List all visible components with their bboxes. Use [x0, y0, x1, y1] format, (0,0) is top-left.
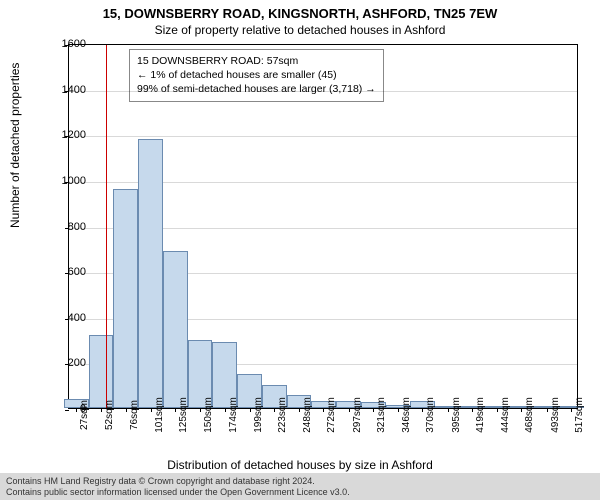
- y-tick-label: 1000: [40, 175, 86, 187]
- x-tick-mark: [126, 408, 127, 412]
- x-tick-label: 248sqm: [302, 397, 313, 433]
- x-tick-mark: [225, 408, 226, 412]
- x-tick-mark: [274, 408, 275, 412]
- x-tick-mark: [422, 408, 423, 412]
- x-tick-label: 27sqm: [79, 400, 90, 430]
- chart-title-main: 15, DOWNSBERRY ROAD, KINGSNORTH, ASHFORD…: [0, 0, 600, 21]
- y-tick-label: 200: [40, 357, 86, 369]
- annotation-line3: 99% of semi-detached houses are larger (…: [137, 82, 376, 96]
- x-tick-mark: [200, 408, 201, 412]
- chart-container: 15, DOWNSBERRY ROAD, KINGSNORTH, ASHFORD…: [0, 0, 600, 500]
- x-axis-label: Distribution of detached houses by size …: [0, 458, 600, 472]
- y-tick-label: 800: [40, 221, 86, 233]
- annotation-line1: 15 DOWNSBERRY ROAD: 57sqm: [137, 54, 376, 68]
- x-tick-mark: [547, 408, 548, 412]
- x-tick-mark: [472, 408, 473, 412]
- x-tick-label: 199sqm: [253, 397, 264, 433]
- x-tick-mark: [448, 408, 449, 412]
- x-tick-mark: [521, 408, 522, 412]
- x-tick-label: 297sqm: [352, 397, 363, 433]
- x-tick-mark: [175, 408, 176, 412]
- x-tick-mark: [299, 408, 300, 412]
- x-tick-label: 517sqm: [574, 397, 585, 433]
- histogram-bar: [163, 251, 188, 408]
- y-tick-label: 1200: [40, 129, 86, 141]
- histogram-bar: [113, 189, 138, 408]
- x-tick-label: 419sqm: [475, 397, 486, 433]
- footer-attribution: Contains HM Land Registry data © Crown c…: [0, 473, 600, 500]
- grid-line: [69, 136, 577, 137]
- x-tick-label: 493sqm: [550, 397, 561, 433]
- x-tick-label: 346sqm: [401, 397, 412, 433]
- x-tick-label: 150sqm: [203, 397, 214, 433]
- x-tick-mark: [571, 408, 572, 412]
- histogram-bar: [89, 335, 114, 408]
- x-tick-label: 370sqm: [425, 397, 436, 433]
- x-tick-label: 395sqm: [451, 397, 462, 433]
- x-tick-mark: [398, 408, 399, 412]
- x-tick-mark: [373, 408, 374, 412]
- grid-line: [69, 91, 577, 92]
- y-axis-label: Number of detached properties: [8, 63, 22, 228]
- x-tick-mark: [151, 408, 152, 412]
- reference-line: [106, 45, 107, 408]
- x-tick-label: 468sqm: [524, 397, 535, 433]
- x-tick-mark: [349, 408, 350, 412]
- x-tick-label: 174sqm: [228, 397, 239, 433]
- x-tick-label: 272sqm: [326, 397, 337, 433]
- footer-line2: Contains public sector information licen…: [6, 487, 594, 497]
- y-tick-label: 600: [40, 266, 86, 278]
- x-tick-label: 76sqm: [129, 400, 140, 430]
- chart-area: 15 DOWNSBERRY ROAD: 57sqm ← 1% of detach…: [68, 44, 578, 409]
- chart-title-sub: Size of property relative to detached ho…: [0, 21, 600, 37]
- annotation-box: 15 DOWNSBERRY ROAD: 57sqm ← 1% of detach…: [129, 49, 384, 102]
- x-tick-mark: [250, 408, 251, 412]
- y-tick-label: 1400: [40, 84, 86, 96]
- x-tick-label: 125sqm: [178, 397, 189, 433]
- x-tick-label: 52sqm: [104, 400, 115, 430]
- y-tick-label: 1600: [40, 38, 86, 50]
- annotation-line2: ← 1% of detached houses are smaller (45): [137, 68, 376, 82]
- footer-line1: Contains HM Land Registry data © Crown c…: [6, 476, 594, 486]
- x-tick-label: 101sqm: [154, 397, 165, 433]
- x-tick-mark: [323, 408, 324, 412]
- x-tick-mark: [497, 408, 498, 412]
- y-tick-label: 400: [40, 312, 86, 324]
- x-tick-label: 321sqm: [376, 397, 387, 433]
- histogram-bar: [138, 139, 163, 408]
- x-tick-label: 223sqm: [277, 397, 288, 433]
- plot-region: 15 DOWNSBERRY ROAD: 57sqm ← 1% of detach…: [68, 44, 578, 409]
- x-tick-label: 444sqm: [500, 397, 511, 433]
- x-tick-mark: [101, 408, 102, 412]
